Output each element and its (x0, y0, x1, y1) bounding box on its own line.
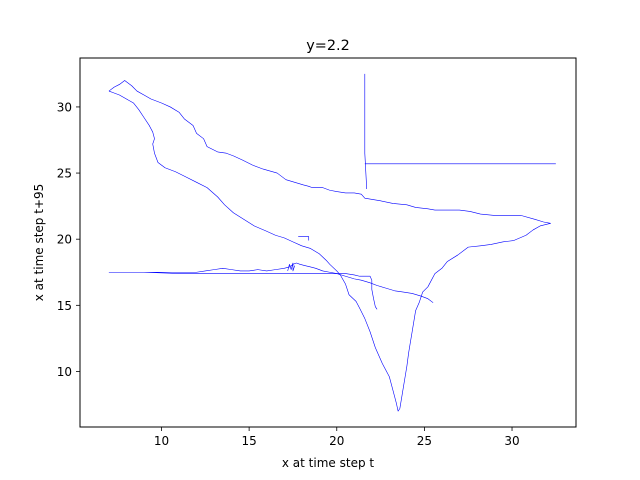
y-tick-label: 10 (57, 365, 72, 379)
series-layer (108, 73, 556, 412)
series-line-7 (298, 236, 310, 241)
y-axis-label: x at time step t+95 (32, 184, 46, 302)
chart-title: y=2.2 (306, 38, 349, 54)
plot-area-frame (79, 57, 577, 428)
y-tick-label: 25 (57, 167, 72, 181)
series-line-4 (364, 73, 367, 189)
y-tick-label: 15 (57, 299, 72, 313)
y-tick-label: 30 (57, 100, 72, 114)
series-line-3 (108, 271, 378, 310)
y-tick-label: 20 (57, 233, 72, 247)
series-line-1 (108, 80, 551, 412)
axis-layer: 10 15 20 25 30 10 15 20 25 30 (57, 100, 520, 448)
x-axis-label: x at time step t (282, 456, 374, 470)
series-line-6 (287, 262, 295, 272)
x-tick-label: 15 (241, 434, 256, 448)
series-line-2 (108, 262, 434, 303)
x-tick-label: 30 (504, 434, 519, 448)
x-tick-label: 25 (417, 434, 432, 448)
x-tick-label: 10 (154, 434, 169, 448)
x-tick-label: 20 (329, 434, 344, 448)
